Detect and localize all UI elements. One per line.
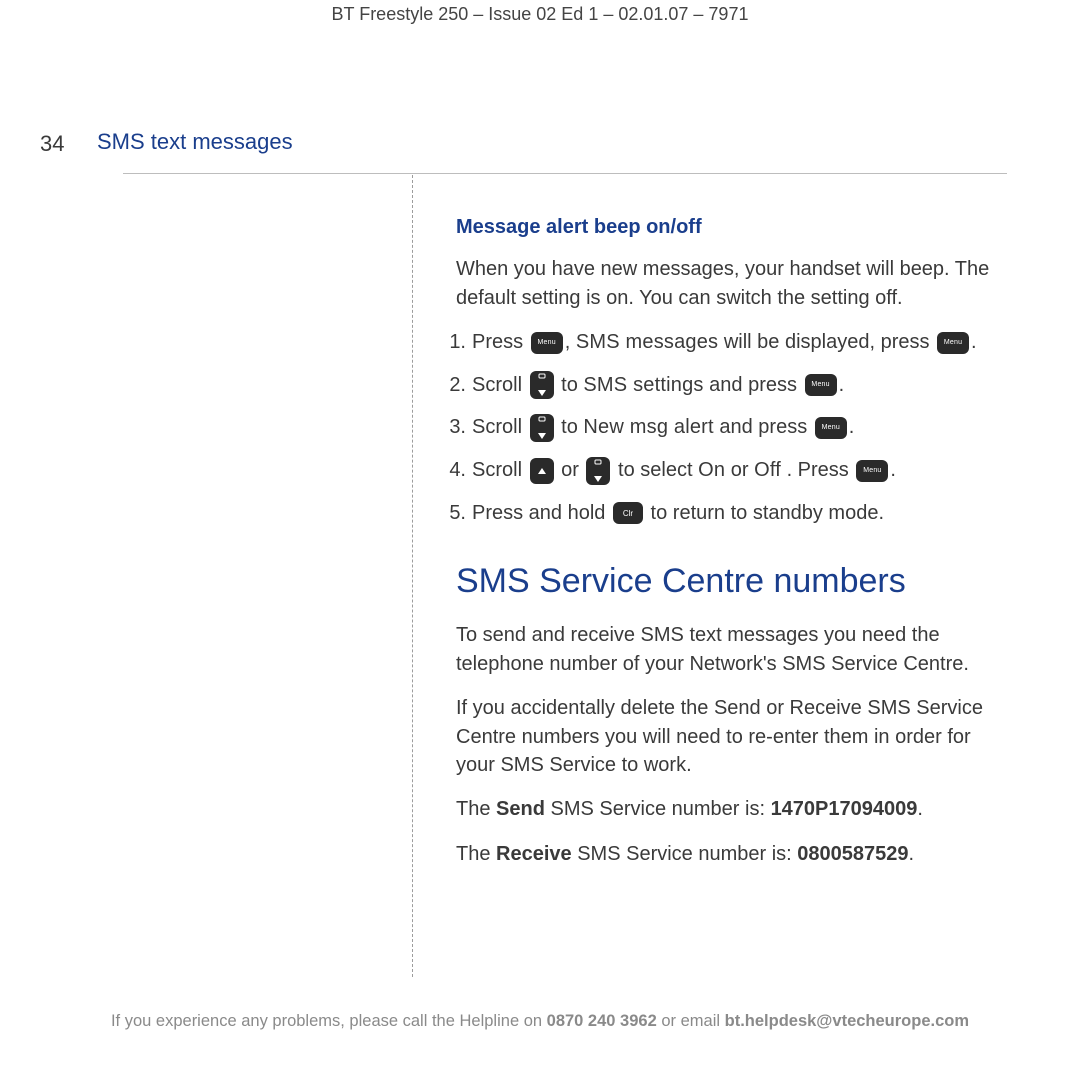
step-text: . Press [781,459,854,481]
step-text: . [849,416,855,438]
step-text: . [839,374,845,396]
display-text: SMS messages [576,331,718,353]
step-text: will be displayed, press [718,331,935,353]
text: . [909,843,915,865]
receive-label: Receive [496,843,572,865]
helpdesk-email: bt.helpdesk@vtecheurope.com [725,1012,969,1030]
step-text: Scroll [472,416,528,438]
step-text: . [971,331,977,353]
display-text: Off [754,459,781,481]
step-4: 4. Scroll or to select On or Off . Press… [438,456,996,485]
step-2: 2. Scroll to SMS settings and press Menu… [438,371,996,400]
document-header: BT Freestyle 250 – Issue 02 Ed 1 – 02.01… [0,0,1080,25]
clr-key-icon: Clr [613,502,643,524]
text: The [456,798,496,820]
display-text: On [698,459,725,481]
footer-text: or email [657,1012,725,1030]
steps-list: 1. Press Menu, SMS messages will be disp… [438,328,996,527]
menu-key-icon: Menu [937,332,969,354]
horizontal-rule [123,173,1007,174]
send-number: 1470P17094009 [771,798,918,820]
step-text: Press [472,331,529,353]
step-number: 3. [438,413,466,441]
menu-key-icon: Menu [856,460,888,482]
step-text: to return to standby mode. [651,502,884,524]
text: The [456,843,496,865]
receive-number-line: The Receive SMS Service number is: 08005… [456,840,996,868]
menu-key-icon: Menu [805,374,837,396]
scroll-down-key-icon [530,371,554,399]
step-text: to [561,416,583,438]
step-text: . [890,459,896,481]
step-number: 1. [438,328,466,356]
step-text: to [561,374,583,396]
step-3: 3. Scroll to New msg alert and press Men… [438,413,996,442]
scroll-up-key-icon [530,458,554,484]
scroll-down-key-icon [586,457,610,485]
manual-page: BT Freestyle 250 – Issue 02 Ed 1 – 02.01… [0,0,1080,1065]
vertical-rule [412,175,413,977]
step-1: 1. Press Menu, SMS messages will be disp… [438,328,996,356]
step-text: to select [618,459,698,481]
step-text: Scroll [472,374,528,396]
page-number: 34 [40,131,64,157]
menu-key-icon: Menu [815,417,847,439]
send-number-line: The Send SMS Service number is: 1470P170… [456,795,996,823]
step-number: 5. [438,499,466,527]
step-text: Press and hold [472,502,611,524]
step-text: or [725,459,754,481]
paragraph: To send and receive SMS text messages yo… [456,621,996,678]
step-5: 5. Press and hold Clr to return to stand… [438,499,996,527]
main-heading: SMS Service Centre numbers [456,557,996,605]
paragraph: If you accidentally delete the Send or R… [456,694,996,779]
menu-key-icon: Menu [531,332,563,354]
footer-text: If you experience any problems, please c… [111,1012,547,1030]
display-text: New msg alert [583,416,713,438]
display-text: SMS settings [583,374,703,396]
text: SMS Service number is: [572,843,798,865]
step-number: 2. [438,371,466,399]
send-label: Send [496,798,545,820]
section-title: SMS text messages [97,129,293,155]
step-text: or [561,459,584,481]
receive-number: 0800587529 [797,843,908,865]
scroll-down-key-icon [530,414,554,442]
text: SMS Service number is: [545,798,771,820]
step-text: , [565,331,576,353]
step-text: and press [704,374,803,396]
text: . [917,798,923,820]
sub-heading: Message alert beep on/off [456,213,996,241]
footer: If you experience any problems, please c… [0,1012,1080,1031]
intro-paragraph: When you have new messages, your handset… [456,255,996,312]
step-text: Scroll [472,459,528,481]
content-column: Message alert beep on/off When you have … [456,213,996,884]
helpline-number: 0870 240 3962 [547,1012,657,1030]
step-text: and press [714,416,813,438]
step-number: 4. [438,456,466,484]
